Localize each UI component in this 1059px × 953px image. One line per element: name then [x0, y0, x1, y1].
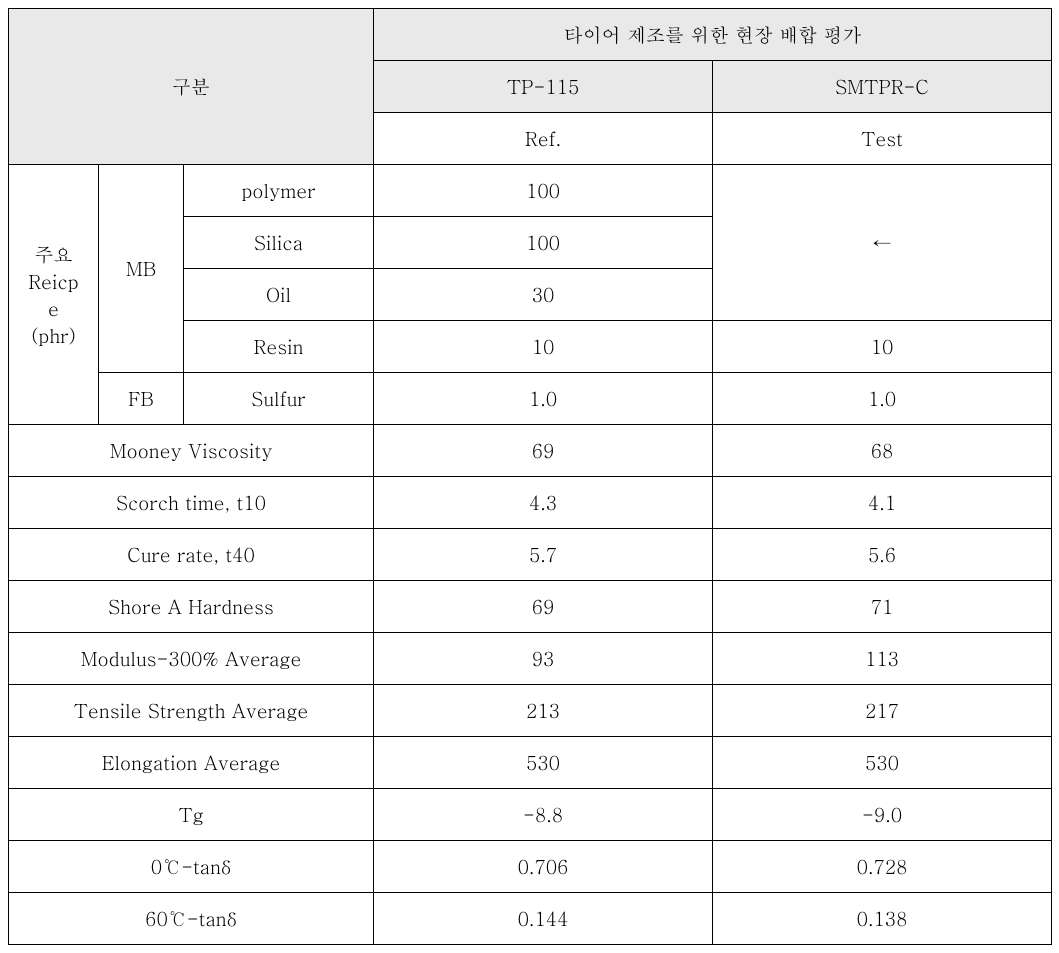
recipe-mb-merged-b: ←	[713, 165, 1052, 321]
prop-shore-label: Shore A Hardness	[9, 581, 374, 633]
prop-tan60-a: 0.144	[374, 893, 713, 945]
prop-tg-a: -8.8	[374, 789, 713, 841]
header-col-b-type: Test	[713, 113, 1052, 165]
prop-modulus-a: 93	[374, 633, 713, 685]
prop-tensile-label: Tensile Strength Average	[9, 685, 374, 737]
prop-tan0-a: 0.706	[374, 841, 713, 893]
prop-cure-b: 5.6	[713, 529, 1052, 581]
prop-tensile-a: 213	[374, 685, 713, 737]
prop-tg-label: Tg	[9, 789, 374, 841]
recipe-fb-label: FB	[99, 373, 184, 425]
prop-shore-a: 69	[374, 581, 713, 633]
recipe-oil-a: 30	[374, 269, 713, 321]
prop-shore-b: 71	[713, 581, 1052, 633]
prop-tan0-label: 0℃-tanδ	[9, 841, 374, 893]
header-eval-title: 타이어 제조를 위한 현장 배합 평가	[374, 9, 1052, 61]
prop-modulus-label: Modulus-300% Average	[9, 633, 374, 685]
prop-elong-label: Elongation Average	[9, 737, 374, 789]
recipe-resin-a: 10	[374, 321, 713, 373]
recipe-oil-label: Oil	[184, 269, 374, 321]
evaluation-table: 구분 타이어 제조를 위한 현장 배합 평가 TP-115 SMTPR-C Re…	[8, 8, 1052, 945]
prop-scorch-a: 4.3	[374, 477, 713, 529]
prop-cure-a: 5.7	[374, 529, 713, 581]
header-col-a-type: Ref.	[374, 113, 713, 165]
header-group-label: 구분	[9, 9, 374, 165]
recipe-resin-label: Resin	[184, 321, 374, 373]
recipe-polymer-a: 100	[374, 165, 713, 217]
header-col-a-code: TP-115	[374, 61, 713, 113]
prop-tan60-b: 0.138	[713, 893, 1052, 945]
prop-mooney-a: 69	[374, 425, 713, 477]
recipe-mb-label: MB	[99, 165, 184, 373]
prop-elong-a: 530	[374, 737, 713, 789]
prop-mooney-label: Mooney Viscosity	[9, 425, 374, 477]
prop-cure-label: Cure rate, t40	[9, 529, 374, 581]
recipe-sulfur-a: 1.0	[374, 373, 713, 425]
prop-mooney-b: 68	[713, 425, 1052, 477]
header-col-b-code: SMTPR-C	[713, 61, 1052, 113]
recipe-resin-b: 10	[713, 321, 1052, 373]
prop-tg-b: -9.0	[713, 789, 1052, 841]
recipe-sulfur-label: Sulfur	[184, 373, 374, 425]
recipe-silica-label: Silica	[184, 217, 374, 269]
prop-tensile-b: 217	[713, 685, 1052, 737]
prop-elong-b: 530	[713, 737, 1052, 789]
prop-tan0-b: 0.728	[713, 841, 1052, 893]
recipe-sulfur-b: 1.0	[713, 373, 1052, 425]
prop-tan60-label: 60℃-tanδ	[9, 893, 374, 945]
prop-scorch-b: 4.1	[713, 477, 1052, 529]
recipe-silica-a: 100	[374, 217, 713, 269]
recipe-group-label: 주요 Reicp e (phr)	[9, 165, 99, 425]
prop-scorch-label: Scorch time, t10	[9, 477, 374, 529]
recipe-polymer-label: polymer	[184, 165, 374, 217]
prop-modulus-b: 113	[713, 633, 1052, 685]
